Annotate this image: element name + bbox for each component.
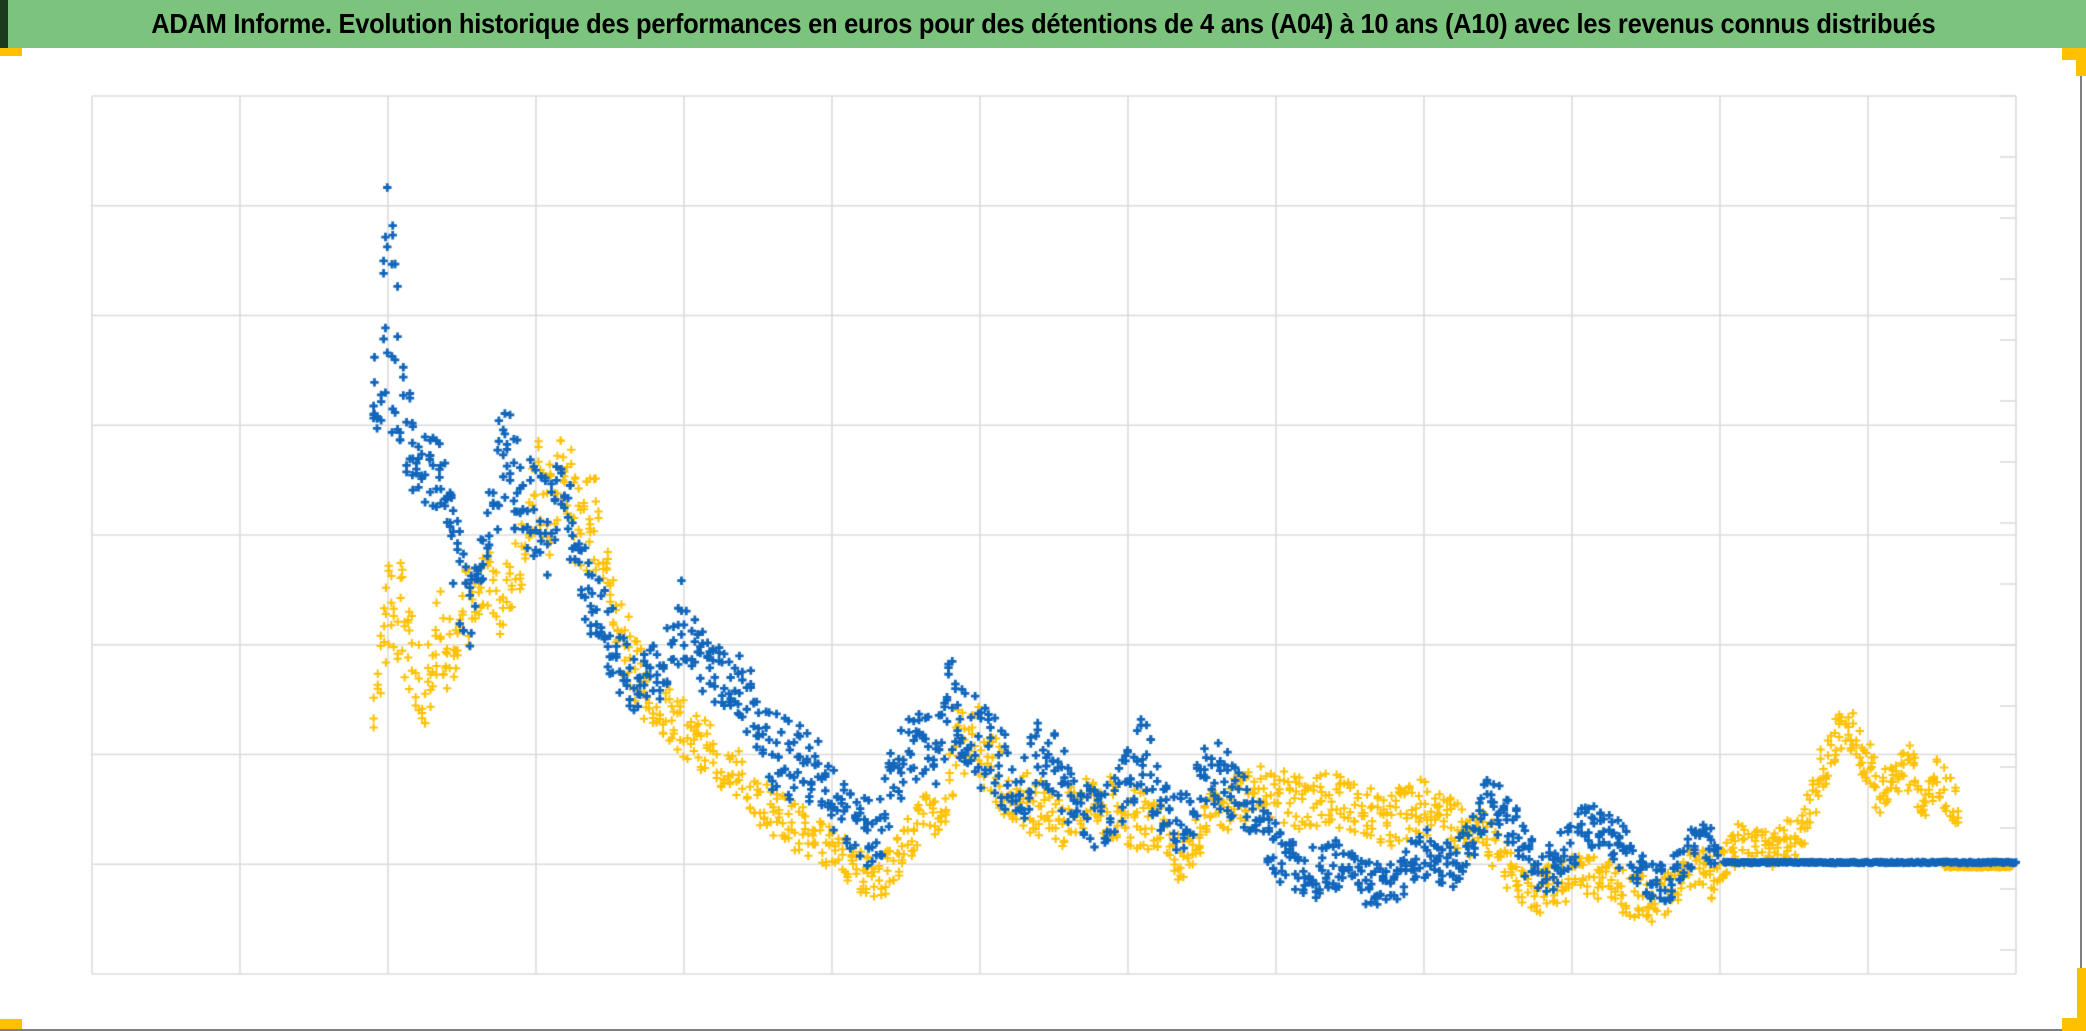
corner-accent-top-left bbox=[0, 48, 22, 56]
chart-title-bar: ADAM Informe. Evolution historique des p… bbox=[0, 0, 2086, 48]
corner-accent-top-right-tab bbox=[2076, 48, 2086, 76]
corner-accent-bottom-left bbox=[0, 1019, 22, 1029]
title-bar-edge bbox=[0, 0, 8, 48]
corner-accent-bottom-right bbox=[2077, 968, 2086, 1031]
corner-accent-bottom-right-foot bbox=[2062, 1018, 2086, 1031]
frame-line-bottom bbox=[0, 1029, 2086, 1031]
frame-line-right bbox=[2080, 48, 2082, 1031]
chart-title: ADAM Informe. Evolution historique des p… bbox=[150, 8, 1936, 39]
